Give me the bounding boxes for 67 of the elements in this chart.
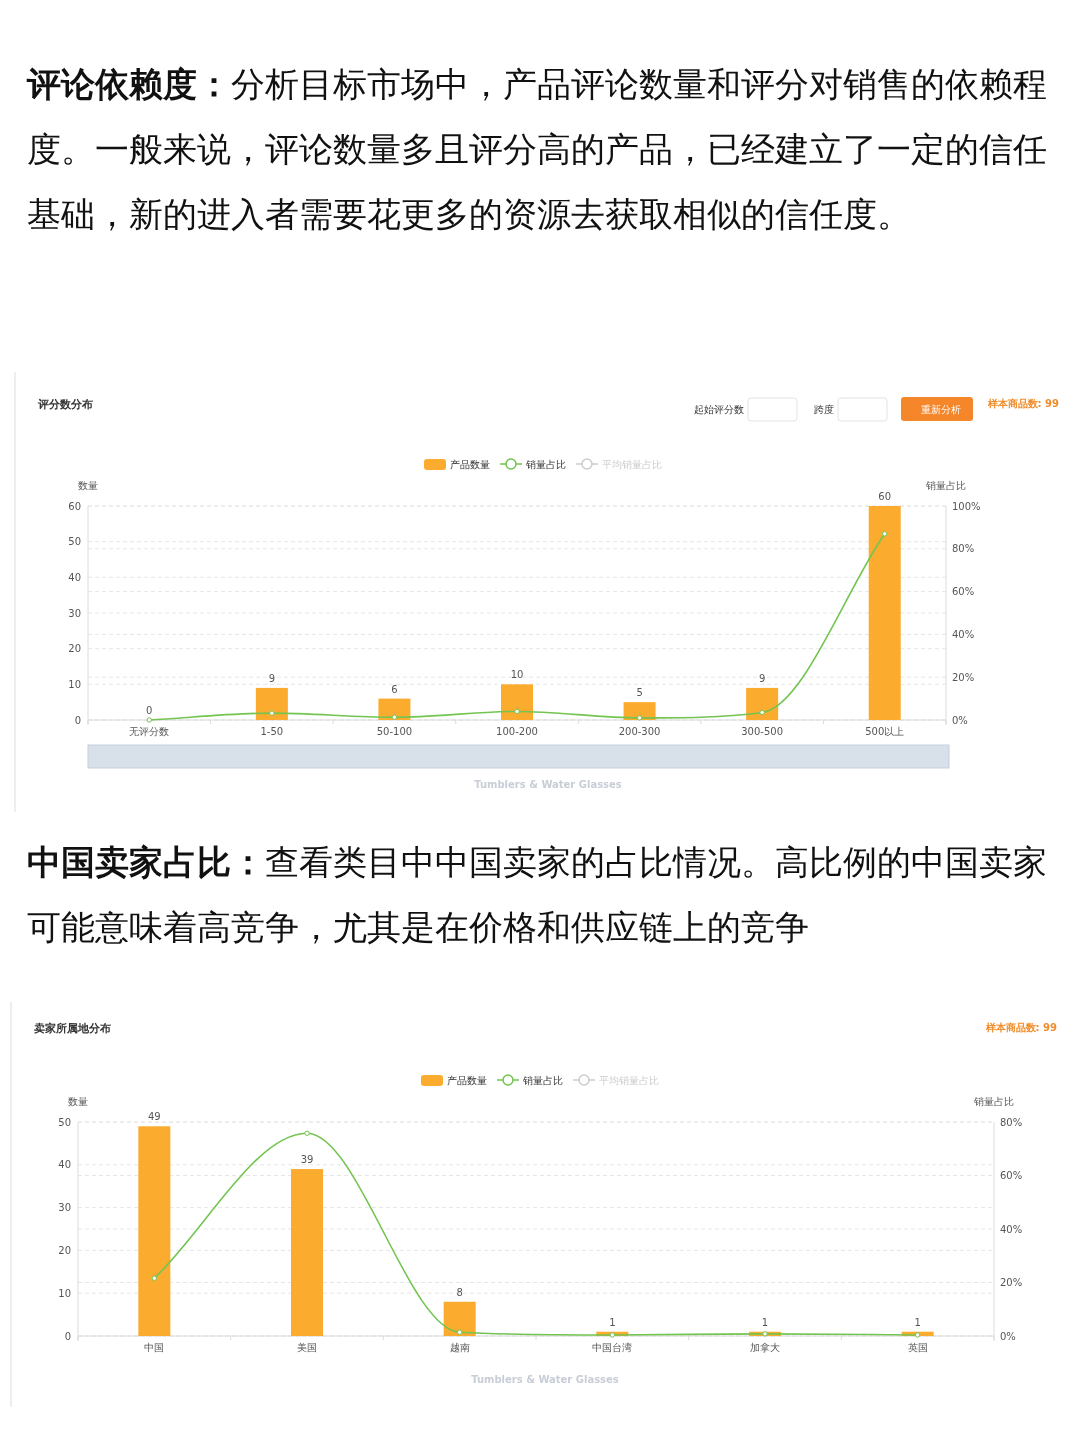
data-label: 6 (391, 683, 398, 695)
y2-tick-label: 80% (1000, 1116, 1023, 1128)
data-label: 9 (758, 672, 766, 684)
y2-tick-label: 40% (952, 628, 975, 640)
data-label: 60 (878, 491, 892, 502)
y-tick-label: 30 (58, 1202, 71, 1214)
text: 起始评分数 (694, 404, 744, 415)
y2-axis-title: 销量占比 (973, 1096, 1014, 1107)
x-tick-label: 中国 (144, 1342, 165, 1353)
data-label: 1 (761, 1316, 769, 1328)
data-label: 49 (147, 1111, 161, 1123)
y2-axis-title: 销量占比 (925, 480, 966, 491)
data-label: 0 (146, 705, 153, 716)
y-axis-title: 数量 (78, 480, 98, 491)
legend-label: 产品数量 (450, 458, 490, 470)
legend-label: 产品数量 (447, 1074, 487, 1086)
x-tick-label: 越南 (449, 1342, 470, 1353)
chart-title: 评分数分布 (37, 398, 93, 411)
y-tick-label: 20 (58, 1244, 71, 1256)
chart-title: 卖家所属地分布 (34, 1022, 111, 1035)
y-tick-label: 40 (68, 571, 81, 583)
x-tick-label: 300-500 (741, 726, 784, 737)
data-label: 10 (510, 669, 524, 681)
text: 样本商品数: 99 (986, 398, 1060, 409)
y2-tick-label: 60% (952, 586, 975, 598)
y-tick-label: 0 (64, 1330, 71, 1342)
y-tick-label: 20 (68, 643, 81, 655)
text: 评论依赖度： (27, 64, 231, 104)
y2-tick-label: 0% (1000, 1330, 1016, 1342)
data-label: 5 (636, 687, 643, 699)
x-tick-label: 500以上 (865, 726, 905, 737)
data-label: 8 (456, 1286, 463, 1298)
x-tick-label: 英国 (907, 1342, 928, 1353)
y-tick-label: 0 (74, 714, 81, 726)
y2-tick-label: 20% (952, 671, 975, 683)
y2-tick-label: 60% (1000, 1170, 1023, 1181)
y-tick-label: 50 (68, 536, 81, 548)
x-tick-label: 1-50 (260, 726, 284, 737)
x-tick-label: 200-300 (618, 726, 661, 737)
y-tick-label: 10 (68, 678, 81, 690)
x-tick-label: 美国 (297, 1342, 317, 1353)
data-label: 9 (268, 672, 276, 684)
x-tick-label: 50-100 (376, 726, 413, 737)
legend-label: 销量占比 (522, 1074, 563, 1086)
data-label: 1 (914, 1316, 921, 1328)
y-tick-label: 30 (68, 607, 81, 619)
y-axis-title: 数量 (68, 1096, 88, 1107)
x-tick-label: 无评分数 (129, 726, 170, 737)
y2-tick-label: 0% (952, 714, 968, 726)
x-tick-label: 100-200 (496, 726, 538, 737)
legend-label: 销量占比 (525, 458, 566, 470)
y2-tick-label: 40% (1000, 1223, 1023, 1235)
y-tick-label: 10 (58, 1287, 71, 1299)
y-tick-label: 60 (68, 500, 81, 512)
text: 中国卖家占比： (27, 842, 265, 882)
y-tick-label: 50 (58, 1116, 71, 1128)
text: 跨度 (814, 404, 834, 415)
y2-tick-label: 20% (1000, 1277, 1023, 1288)
x-tick-label: 加拿大 (750, 1342, 780, 1353)
data-label: 39 (300, 1154, 314, 1166)
x-tick-label: 中国台湾 (592, 1342, 633, 1353)
y-tick-label: 40 (58, 1159, 71, 1171)
text: 重新分析 (921, 404, 961, 415)
y2-tick-label: 80% (952, 543, 975, 555)
y2-tick-label: 100% (952, 500, 981, 512)
data-label: 1 (609, 1316, 616, 1328)
text: 样本商品数: 99 (984, 1022, 1058, 1033)
